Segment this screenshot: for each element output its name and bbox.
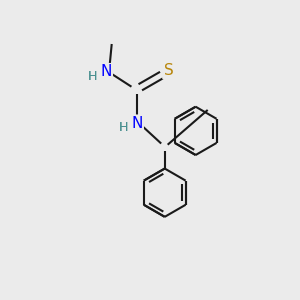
Text: H: H <box>119 122 128 134</box>
Text: N: N <box>100 64 112 80</box>
Text: N: N <box>100 64 112 80</box>
Text: S: S <box>164 63 173 78</box>
Text: N: N <box>131 116 142 131</box>
Text: H: H <box>119 122 128 134</box>
Text: S: S <box>164 63 173 78</box>
Text: H: H <box>88 70 97 83</box>
Text: N: N <box>131 116 142 131</box>
Text: H: H <box>88 70 97 83</box>
